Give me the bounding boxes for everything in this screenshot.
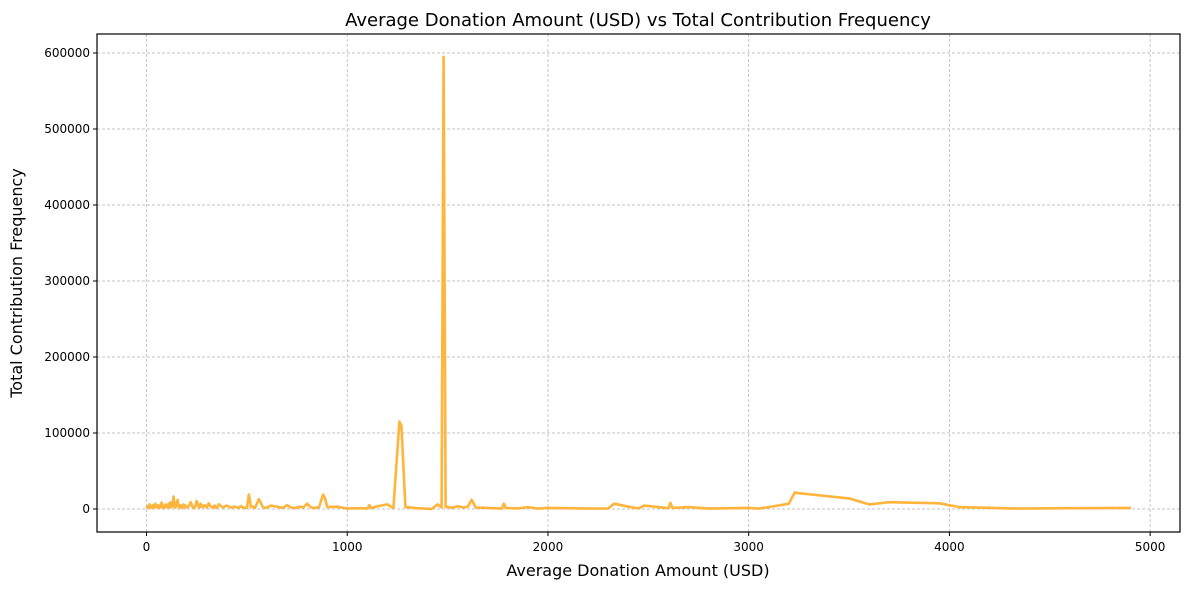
y-axis-ticks: 0 100000 200000 300000 400000 500000 600000 xyxy=(44,46,97,516)
y-tick-label: 500000 xyxy=(44,122,90,136)
x-axis-label: Average Donation Amount (USD) xyxy=(506,561,769,580)
y-axis-label: Total Contribution Frequency xyxy=(7,168,26,399)
x-axis-ticks: 0 1000 2000 3000 4000 5000 xyxy=(143,532,1166,554)
grid-lines xyxy=(97,34,1180,532)
y-tick-label: 300000 xyxy=(44,274,90,288)
x-tick-label: 2000 xyxy=(533,540,564,554)
x-tick-label: 3000 xyxy=(733,540,764,554)
y-tick-label: 600000 xyxy=(44,46,90,60)
x-tick-label: 1000 xyxy=(332,540,363,554)
y-tick-label: 0 xyxy=(82,502,90,516)
y-tick-label: 100000 xyxy=(44,426,90,440)
x-tick-label: 0 xyxy=(143,540,151,554)
data-line xyxy=(145,55,1132,511)
y-tick-label: 200000 xyxy=(44,350,90,364)
chart-title: Average Donation Amount (USD) vs Total C… xyxy=(345,10,931,31)
x-tick-label: 4000 xyxy=(934,540,965,554)
x-tick-label: 5000 xyxy=(1135,540,1166,554)
y-tick-label: 400000 xyxy=(44,198,90,212)
plot-frame xyxy=(96,33,1181,533)
